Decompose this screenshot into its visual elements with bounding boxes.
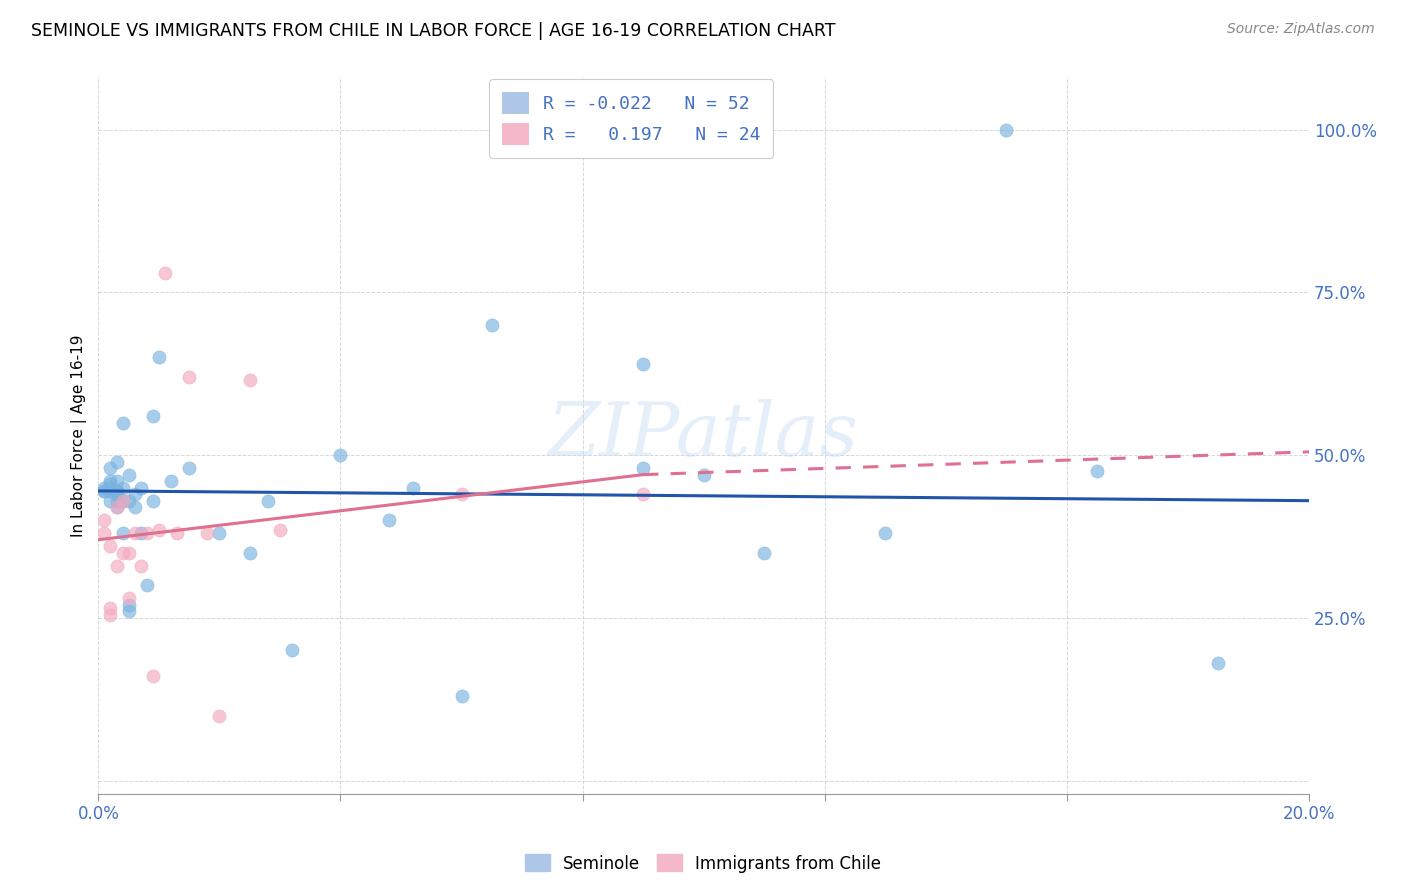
- Point: [693, 467, 716, 482]
- Point: [105, 487, 128, 501]
- Point: [124, 500, 146, 515]
- Point: [105, 558, 128, 573]
- Point: [135, 526, 157, 541]
- Point: [129, 526, 152, 541]
- Point: [571, 122, 593, 136]
- Point: [995, 122, 1018, 136]
- Point: [208, 526, 231, 541]
- Point: [239, 546, 262, 560]
- Point: [117, 598, 139, 612]
- Point: [450, 689, 472, 703]
- Point: [105, 493, 128, 508]
- Point: [111, 526, 134, 541]
- Point: [111, 546, 134, 560]
- Point: [129, 481, 152, 495]
- Point: [93, 483, 115, 498]
- Point: [105, 483, 128, 498]
- Point: [160, 474, 183, 488]
- Point: [195, 526, 218, 541]
- Point: [135, 578, 157, 592]
- Point: [100, 539, 122, 553]
- Y-axis label: In Labor Force | Age 16-19: In Labor Force | Age 16-19: [72, 334, 87, 537]
- Point: [105, 500, 128, 515]
- Point: [100, 483, 122, 498]
- Point: [142, 669, 165, 683]
- Point: [281, 643, 304, 657]
- Point: [631, 357, 654, 371]
- Point: [100, 461, 122, 475]
- Point: [754, 546, 776, 560]
- Point: [93, 483, 115, 498]
- Point: [129, 558, 152, 573]
- Point: [208, 708, 231, 723]
- Point: [100, 493, 122, 508]
- Point: [153, 266, 176, 280]
- Point: [148, 523, 170, 537]
- Point: [124, 487, 146, 501]
- Point: [402, 481, 425, 495]
- Point: [117, 604, 139, 618]
- Point: [239, 373, 262, 387]
- Point: [117, 546, 139, 560]
- Point: [100, 477, 122, 491]
- Point: [631, 461, 654, 475]
- Legend: R = -0.022   N = 52, R =   0.197   N = 24: R = -0.022 N = 52, R = 0.197 N = 24: [489, 79, 773, 158]
- Point: [257, 493, 280, 508]
- Point: [93, 481, 115, 495]
- Point: [142, 409, 165, 423]
- Point: [450, 487, 472, 501]
- Legend: Seminole, Immigrants from Chile: Seminole, Immigrants from Chile: [517, 847, 889, 880]
- Point: [378, 513, 401, 527]
- Point: [111, 416, 134, 430]
- Point: [179, 461, 201, 475]
- Point: [117, 493, 139, 508]
- Point: [117, 591, 139, 606]
- Point: [875, 526, 897, 541]
- Point: [100, 474, 122, 488]
- Point: [105, 500, 128, 515]
- Point: [111, 493, 134, 508]
- Point: [148, 351, 170, 365]
- Point: [124, 526, 146, 541]
- Point: [111, 493, 134, 508]
- Point: [631, 487, 654, 501]
- Point: [1206, 657, 1229, 671]
- Point: [481, 318, 503, 332]
- Point: [105, 483, 128, 498]
- Point: [93, 526, 115, 541]
- Point: [100, 481, 122, 495]
- Point: [100, 607, 122, 622]
- Point: [105, 474, 128, 488]
- Text: ZIPatlas: ZIPatlas: [548, 400, 859, 472]
- Point: [166, 526, 188, 541]
- Point: [105, 454, 128, 468]
- Point: [179, 370, 201, 384]
- Point: [329, 448, 352, 462]
- Point: [93, 513, 115, 527]
- Point: [111, 481, 134, 495]
- Text: Source: ZipAtlas.com: Source: ZipAtlas.com: [1227, 22, 1375, 37]
- Point: [269, 523, 291, 537]
- Point: [100, 601, 122, 615]
- Point: [117, 467, 139, 482]
- Point: [142, 493, 165, 508]
- Text: SEMINOLE VS IMMIGRANTS FROM CHILE IN LABOR FORCE | AGE 16-19 CORRELATION CHART: SEMINOLE VS IMMIGRANTS FROM CHILE IN LAB…: [31, 22, 835, 40]
- Point: [1085, 464, 1108, 478]
